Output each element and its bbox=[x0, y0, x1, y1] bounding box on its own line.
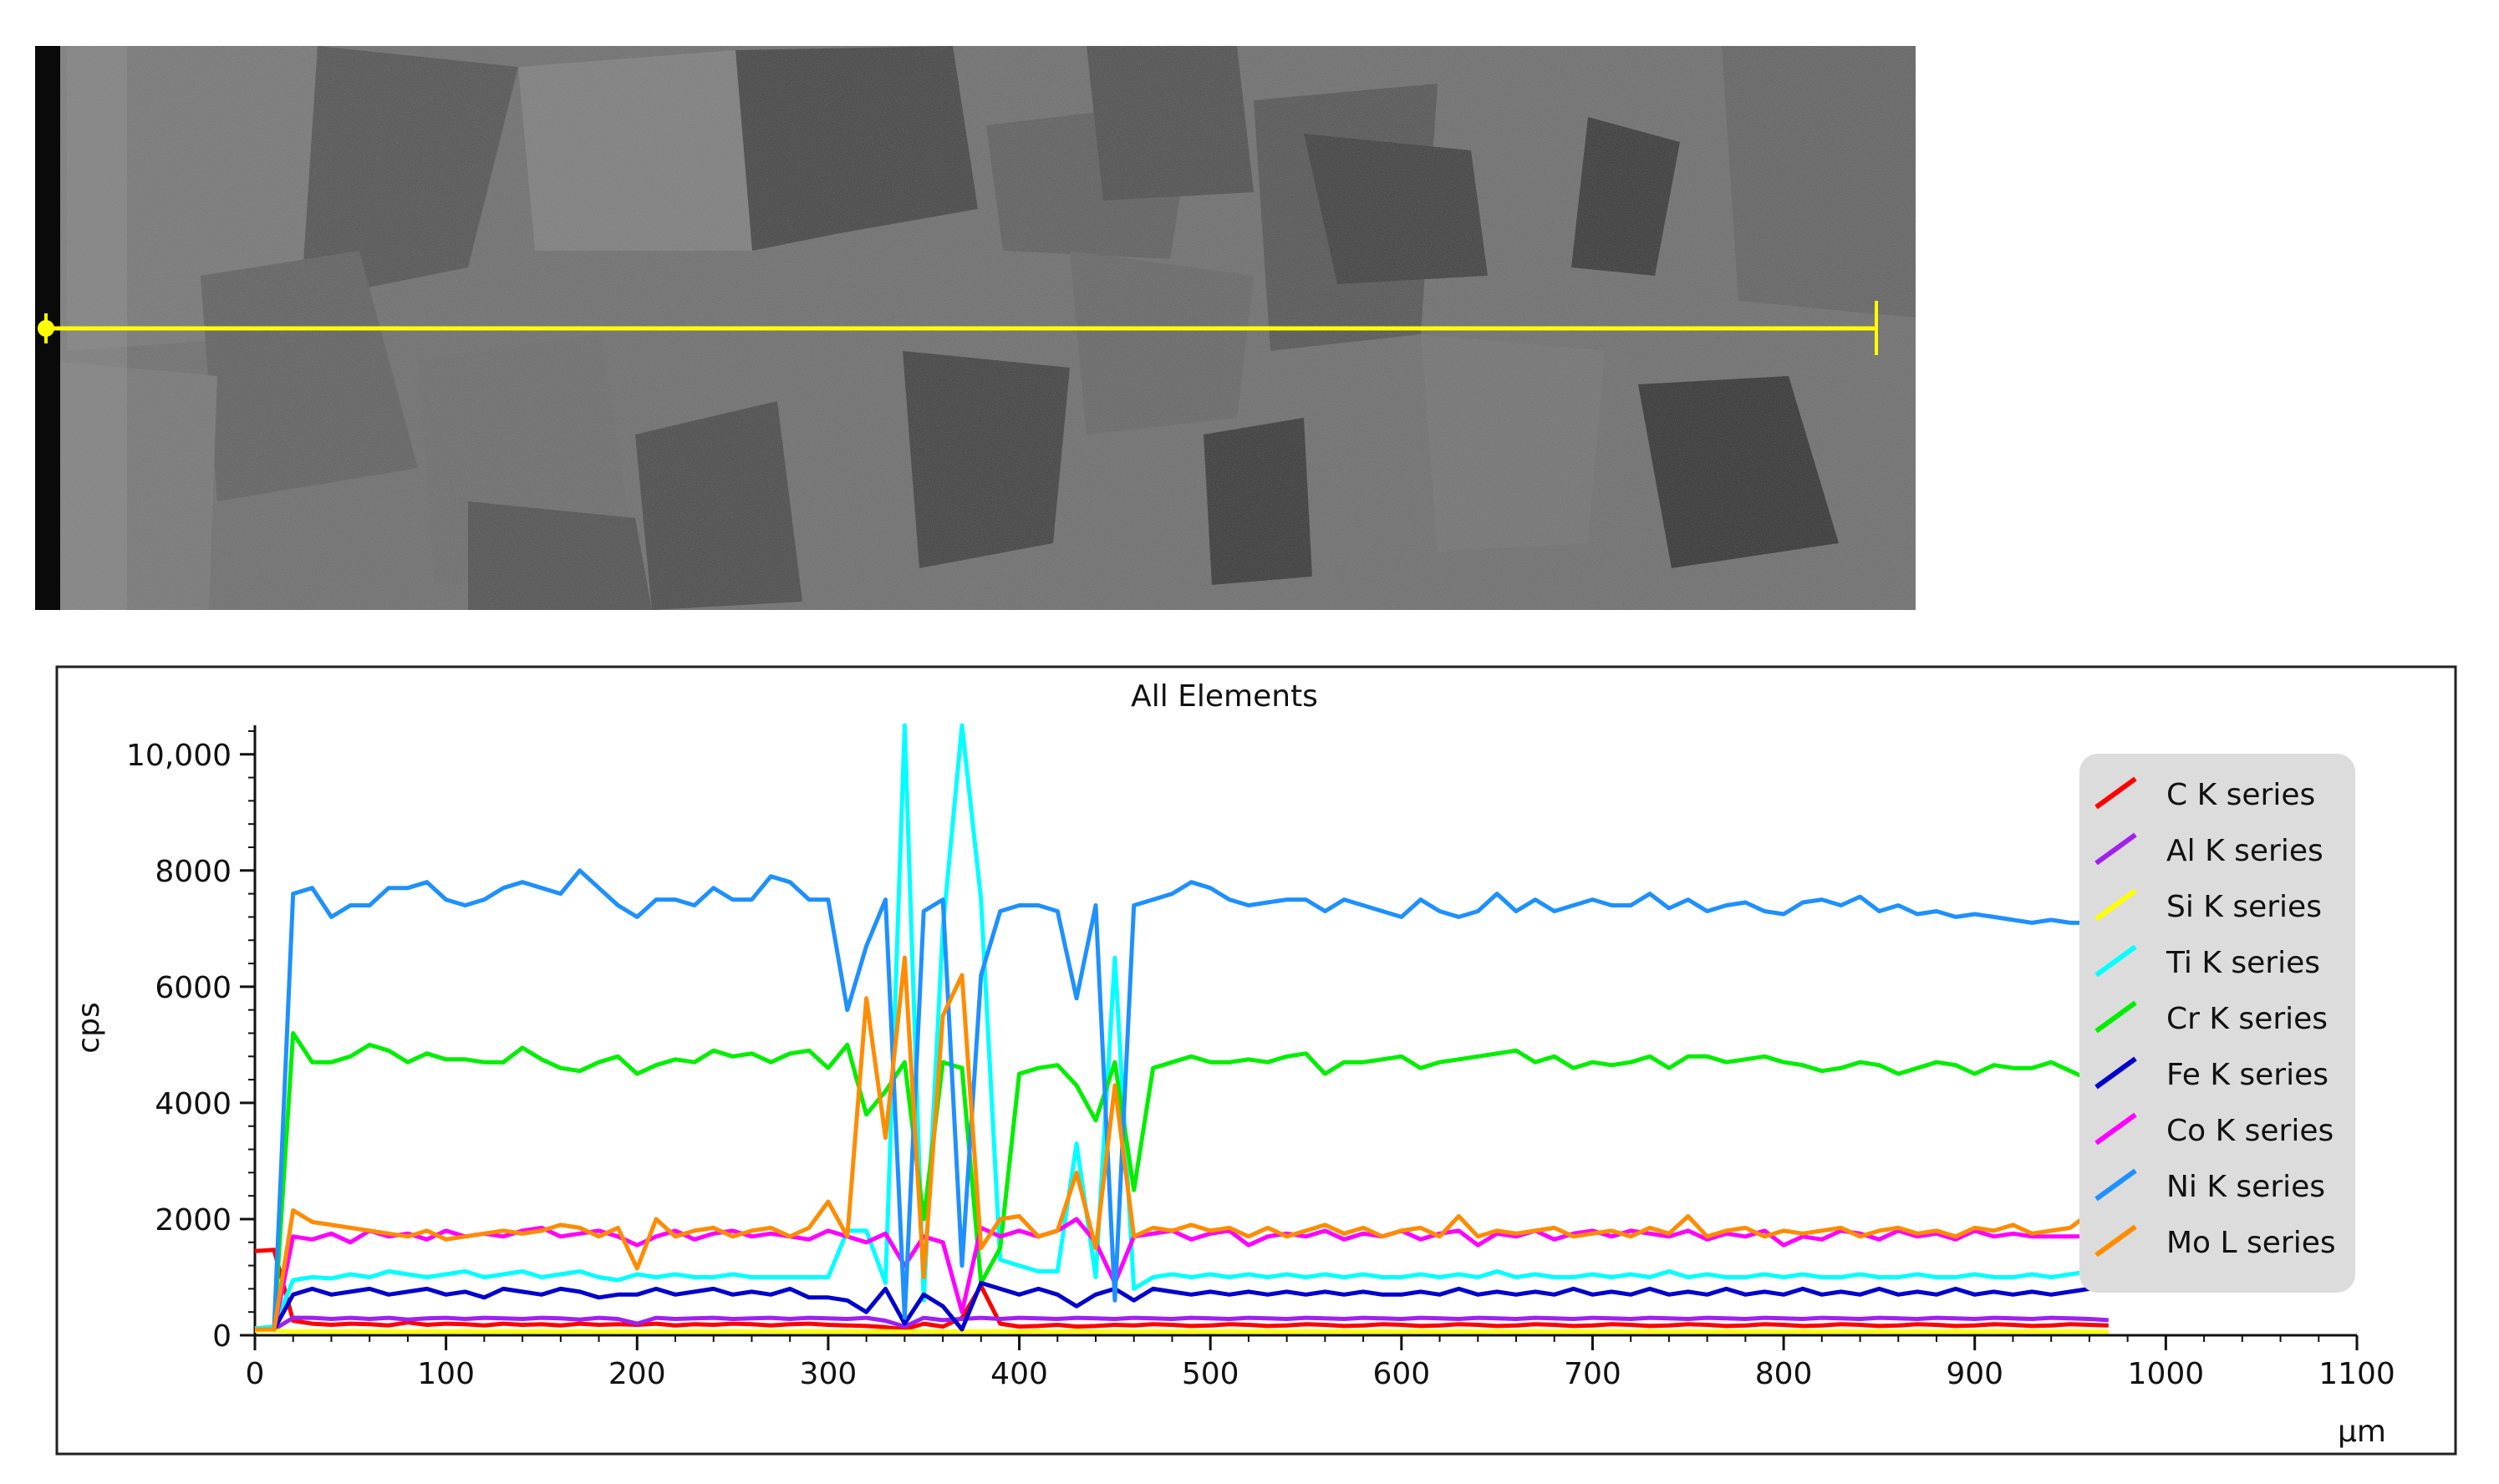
x-tick-label: 1000 bbox=[2128, 1357, 2205, 1391]
legend-label: Ni K series bbox=[2166, 1170, 2325, 1204]
legend-label: Co K series bbox=[2166, 1114, 2334, 1148]
series-line-mo-l-series bbox=[255, 955, 2110, 1332]
x-tick-label: 100 bbox=[417, 1357, 475, 1391]
legend[interactable]: C K series Al K series Si K series Ti K ser… bbox=[2079, 754, 2355, 1293]
legend-swatch bbox=[2094, 1168, 2137, 1202]
legend-label: Fe K series bbox=[2166, 1058, 2328, 1092]
series-line-ti-k-series bbox=[254, 723, 2109, 1331]
series-line-ni-k-series bbox=[255, 868, 2110, 1332]
legend-item-c-k-series[interactable]: C K series bbox=[2094, 776, 2315, 812]
x-tick-label: 400 bbox=[990, 1357, 1048, 1391]
chart-title: All Elements bbox=[1131, 679, 1318, 714]
x-tick-label: 600 bbox=[1372, 1357, 1430, 1391]
series-line-fe-k-series bbox=[255, 1280, 2109, 1332]
legend-label: Cr K series bbox=[2166, 1002, 2328, 1036]
legend-label: Ti K series bbox=[2166, 946, 2320, 980]
y-tick-label: 2000 bbox=[155, 1203, 232, 1238]
x-tick-label: 0 bbox=[246, 1357, 265, 1391]
linescan-path[interactable] bbox=[38, 301, 1878, 355]
y-tick-label: 10,000 bbox=[126, 739, 232, 773]
legend-swatch bbox=[2094, 832, 2137, 866]
series-line-c-k-series bbox=[254, 1248, 2109, 1332]
legend-swatch bbox=[2094, 944, 2137, 978]
legend-item-ti-k-series[interactable]: Ti K series bbox=[2094, 944, 2320, 980]
legend-label: Si K series bbox=[2166, 890, 2322, 924]
legend-swatch bbox=[2094, 888, 2137, 922]
legend-label: Mo L series bbox=[2166, 1226, 2336, 1260]
legend-item-mo-l-series[interactable]: Mo L series bbox=[2094, 1224, 2336, 1260]
legend-item-ni-k-series[interactable]: Ni K series bbox=[2094, 1168, 2325, 1204]
y-axis-label: cps bbox=[72, 1002, 106, 1053]
x-tick-label: 200 bbox=[608, 1357, 666, 1391]
x-axis-label: µm bbox=[2338, 1415, 2386, 1449]
legend-box bbox=[2079, 754, 2355, 1293]
legend-label: Al K series bbox=[2166, 834, 2323, 868]
x-tick-label: 1100 bbox=[2318, 1357, 2395, 1391]
series-lines bbox=[254, 723, 2110, 1334]
y-tick-label: 4000 bbox=[155, 1087, 232, 1121]
series-line-cr-k-series bbox=[255, 1031, 2110, 1332]
legend-swatch bbox=[2094, 1224, 2137, 1258]
series-line-al-k-series bbox=[254, 1315, 2109, 1332]
x-tick-label: 800 bbox=[1755, 1357, 1813, 1391]
x-tick-label: 700 bbox=[1564, 1357, 1621, 1391]
legend-item-si-k-series[interactable]: Si K series bbox=[2094, 888, 2322, 924]
legend-item-co-k-series[interactable]: Co K series bbox=[2094, 1112, 2334, 1148]
legend-swatch bbox=[2094, 1000, 2137, 1034]
legend-item-cr-k-series[interactable]: Cr K series bbox=[2094, 1000, 2328, 1036]
series-line-co-k-series bbox=[255, 1217, 2109, 1332]
legend-item-al-k-series[interactable]: Al K series bbox=[2094, 832, 2323, 868]
linescan-start-handle[interactable] bbox=[38, 320, 54, 337]
series-line-si-k-series bbox=[255, 1328, 2109, 1334]
x-tick-label: 300 bbox=[800, 1357, 858, 1391]
y-tick-label: 6000 bbox=[155, 971, 232, 1005]
axes: 0 100 200 300 400 500 600 700 800 900 1000 1100 0 200… bbox=[126, 725, 2395, 1391]
x-tick-label: 900 bbox=[1946, 1357, 2003, 1391]
legend-swatch bbox=[2094, 1112, 2137, 1146]
legend-swatch bbox=[2094, 776, 2137, 810]
y-tick-label: 8000 bbox=[155, 855, 232, 889]
x-tick-label: 500 bbox=[1182, 1357, 1239, 1391]
y-tick-label: 0 bbox=[212, 1319, 232, 1354]
legend-item-fe-k-series[interactable]: Fe K series bbox=[2094, 1056, 2328, 1092]
legend-label: C K series bbox=[2166, 778, 2315, 812]
legend-swatch bbox=[2094, 1056, 2137, 1090]
